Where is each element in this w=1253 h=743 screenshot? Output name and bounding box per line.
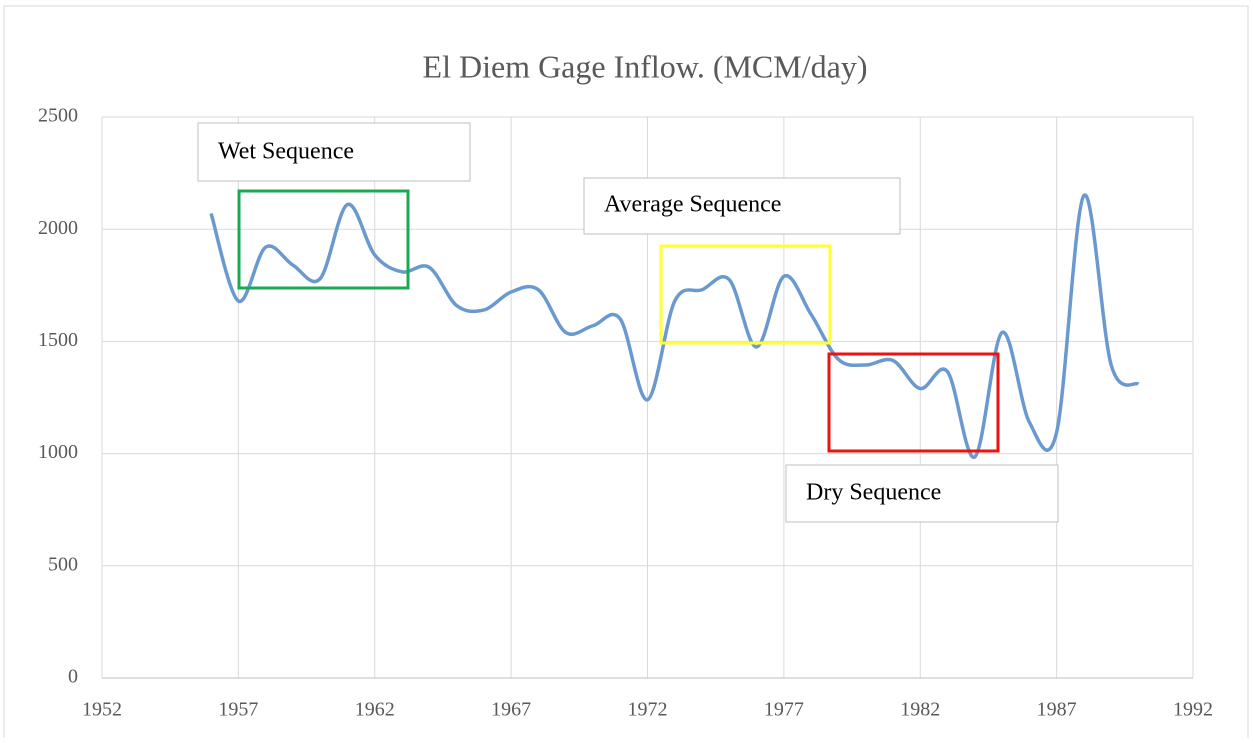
data-line [209, 193, 1140, 459]
x-tick-label: 1992 [1173, 699, 1213, 721]
annotation-box [583, 177, 901, 235]
highlight-box [659, 244, 832, 345]
x-tick-label: 1977 [764, 699, 804, 721]
x-tick-label: 1957 [218, 699, 258, 721]
x-tick-label: 1987 [1037, 699, 1077, 721]
x-tick-label: 1972 [628, 699, 668, 721]
y-tick-label: 0 [68, 666, 78, 688]
chart-frame [3, 5, 1249, 743]
x-tick-label: 1952 [82, 699, 122, 721]
y-tick-label: 2500 [38, 105, 78, 127]
x-tick-label: 1967 [491, 699, 531, 721]
y-tick-label: 1500 [38, 329, 78, 351]
y-tick-label: 1000 [38, 441, 78, 463]
annotation: Wet Sequence [218, 139, 354, 165]
annotation-box [197, 122, 471, 182]
plot [209, 193, 1140, 459]
annotation: Average Sequence [604, 192, 781, 218]
highlight-box [827, 352, 1000, 453]
grid: 0 500 1000 1500 2000 2500 1952 1957 1962 1967 1972… [38, 105, 1213, 721]
annotation-box [785, 464, 1059, 523]
y-tick-label: 2000 [38, 217, 78, 239]
x-tick-label: 1982 [900, 699, 940, 721]
x-tick-label: 1962 [355, 699, 395, 721]
annotations: Wet Sequence Average Sequence Dry Sequen… [197, 122, 1059, 523]
highlight-box [237, 189, 410, 290]
chart-title: El Diem Gage Inflow. (MCM/day) [423, 48, 868, 84]
y-tick-label: 500 [48, 553, 78, 575]
annotation: Dry Sequence [806, 480, 941, 506]
